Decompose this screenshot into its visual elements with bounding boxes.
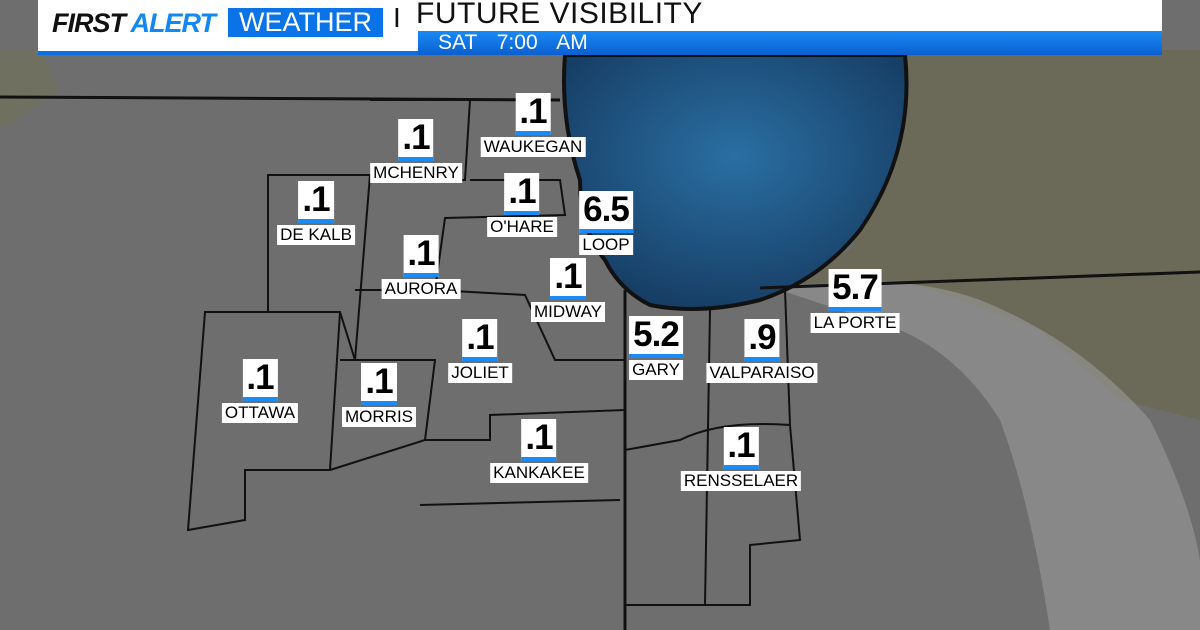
county-borders [186,99,802,606]
city-name: MIDWAY [531,302,605,322]
city-marker: .9 VALPARAISO [706,319,818,383]
city-marker: .1 OTTAWA [221,359,299,423]
city-marker: .1 MCHENRY [370,119,462,183]
lake-michigan [562,53,909,311]
city-name: VALPARAISO [706,363,818,383]
city-name: LA PORTE [810,313,900,333]
city-name: LOOP [579,235,633,255]
city-marker: .1 O'HARE [487,173,557,237]
city-name: OTTAWA [221,403,299,423]
page-title: FUTURE VISIBILITY [416,0,703,30]
visibility-value: .1 [515,93,551,135]
city-name: AURORA [381,279,461,299]
michigan-terrain [780,50,1200,420]
visibility-value: .1 [550,258,586,300]
header-bar: FIRST ALERT WEATHER I FUTURE VISIBILITY … [38,0,1162,55]
visibility-value: .1 [403,235,439,277]
visibility-value: .1 [504,173,540,215]
city-name: DE KALB [277,225,355,245]
city-name: MCHENRY [370,163,462,183]
brand-first: FIRST [52,8,126,38]
fog-edge [780,282,1200,630]
forecast-time: 7:00 AM [496,31,588,54]
city-name: WAUKEGAN [480,137,586,157]
city-name: O'HARE [487,217,557,237]
visibility-value: .1 [462,319,498,361]
visibility-value: .9 [744,319,780,361]
city-name: MORRIS [342,407,416,427]
city-marker: .1 JOLIET [448,319,512,383]
city-name: RENSSELAER [680,471,802,491]
city-name: KANKAKEE [490,463,588,483]
forecast-time-bar: SAT 7:00 AM [418,31,1162,55]
city-marker: 5.7 LA PORTE [810,269,900,333]
forecast-day: SAT [438,31,477,54]
city-marker: 6.5 LOOP [579,191,633,255]
city-marker: 5.2 GARY [629,316,683,380]
visibility-value: 6.5 [579,191,633,233]
city-name: GARY [629,360,683,380]
brand-alert: ALERT [130,8,217,38]
title-separator: I [393,2,401,33]
city-marker: .1 WAUKEGAN [480,93,586,157]
visibility-value: .1 [723,427,759,469]
visibility-value: .1 [521,419,557,461]
visibility-value: .1 [361,363,397,405]
city-marker: .1 AURORA [381,235,461,299]
city-marker: .1 MORRIS [342,363,416,427]
visibility-value: .1 [242,359,278,401]
wisconsin-terrain [0,50,60,130]
visibility-value: 5.2 [629,316,683,358]
brand-logo: FIRST ALERT [52,8,217,39]
city-marker: .1 RENSSELAER [680,427,802,491]
city-name: JOLIET [448,363,512,383]
city-marker: .1 MIDWAY [531,258,605,322]
brand-weather: WEATHER [228,8,383,37]
city-marker: .1 DE KALB [277,181,355,245]
visibility-value: .1 [398,119,434,161]
visibility-value: .1 [298,181,334,223]
visibility-value: 5.7 [828,269,882,311]
city-marker: .1 KANKAKEE [490,419,588,483]
